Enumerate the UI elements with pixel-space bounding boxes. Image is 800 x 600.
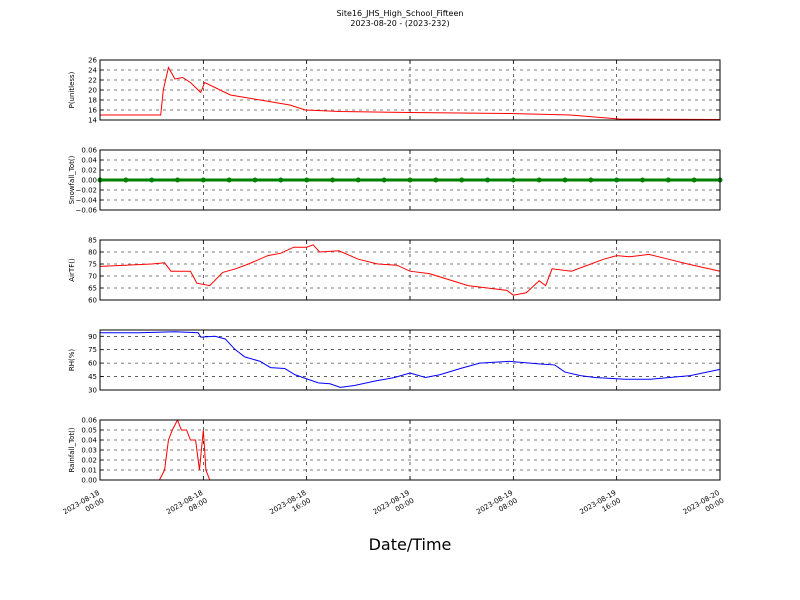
y-tick-label: 26 [88, 57, 97, 65]
data-point [407, 177, 413, 183]
data-line [100, 331, 721, 388]
y-tick-label: 0.00 [81, 477, 97, 485]
x-tick-label: 2023-08-1808:00 [165, 489, 209, 524]
data-point [485, 177, 490, 183]
y-tick-label: 0.06 [81, 147, 97, 155]
data-point [459, 177, 465, 183]
y-tick-label: 0.04 [81, 157, 97, 165]
y-tick-label: 75 [88, 346, 97, 354]
y-tick-label: 24 [88, 67, 97, 75]
data-point [278, 177, 284, 183]
y-tick-label: 85 [88, 237, 97, 245]
axes-frame [99, 419, 721, 481]
data-line [99, 244, 721, 296]
figure-title: Site16_JHS_High_School_Fifteen [337, 9, 464, 18]
y-tick-label: 0.01 [81, 467, 97, 475]
y-tick-label: 65 [88, 285, 97, 293]
y-tick-label: 60 [88, 360, 97, 368]
data-point [614, 177, 620, 183]
data-point [123, 177, 129, 183]
data-line [100, 418, 720, 481]
y-tick-label: 22 [88, 77, 97, 85]
y-tick-label: 0.05 [81, 427, 97, 435]
data-point [200, 177, 206, 183]
data-point [588, 177, 594, 183]
data-point [433, 177, 439, 183]
data-point [510, 177, 516, 183]
y-tick-label: 0.02 [81, 167, 97, 175]
figure-subtitle: 2023-08-20 - (2023-232) [350, 19, 449, 28]
data-point [355, 177, 361, 183]
y-tick-label: −0.04 [76, 197, 98, 205]
data-point [226, 177, 232, 183]
axes-frame [99, 59, 721, 121]
data-point [691, 177, 697, 183]
y-axis-label: P(unitless) [68, 71, 76, 108]
y-tick-label: 16 [88, 107, 97, 115]
y-tick-label: 45 [88, 373, 97, 381]
data-point [304, 177, 310, 183]
x-tick-label: 2023-08-1900:00 [372, 489, 416, 524]
data-point [330, 177, 335, 183]
y-tick-label: 14 [88, 117, 97, 125]
y-axis-label: AirTF() [68, 258, 76, 282]
x-tick-label: 2023-08-2000:00 [682, 489, 726, 524]
data-point [562, 177, 568, 183]
data-point [252, 177, 258, 183]
data-point [175, 177, 180, 183]
y-tick-label: 60 [88, 297, 97, 305]
data-point [640, 177, 645, 183]
axes-frame [99, 239, 721, 301]
y-tick-label: 0.06 [81, 417, 97, 425]
y-tick-label: 0.03 [81, 447, 97, 455]
x-tick-label: 2023-08-1908:00 [475, 489, 519, 524]
data-point [381, 177, 387, 183]
y-axis-label: Rainfall_Tot() [68, 427, 76, 472]
data-point [665, 177, 671, 183]
axes-frame [99, 149, 721, 211]
x-axis-label: Date/Time [369, 535, 452, 554]
y-tick-label: 0.04 [81, 437, 97, 445]
y-tick-label: 0.02 [81, 457, 97, 465]
y-tick-label: 18 [88, 97, 97, 105]
data-line [100, 66, 721, 120]
axes-frame [99, 329, 721, 391]
x-tick-label: 2023-08-1916:00 [578, 489, 622, 524]
x-tick-label: 2023-08-1800:00 [62, 489, 106, 524]
y-tick-label: 75 [88, 261, 97, 269]
data-point [149, 177, 155, 183]
y-tick-label: 30 [88, 387, 97, 395]
y-axis-label: Snowfall_Tot() [68, 155, 76, 204]
y-tick-label: 20 [88, 87, 97, 95]
y-tick-label: −0.06 [76, 207, 98, 215]
y-tick-label: 0.00 [81, 177, 97, 185]
y-tick-label: −0.02 [76, 187, 97, 195]
y-tick-label: 70 [88, 273, 97, 281]
x-tick-label: 2023-08-1816:00 [268, 489, 312, 524]
y-axis-label: RH(%) [68, 349, 76, 372]
data-point [536, 177, 542, 183]
y-tick-label: 80 [88, 249, 97, 257]
y-tick-label: 90 [88, 333, 97, 341]
